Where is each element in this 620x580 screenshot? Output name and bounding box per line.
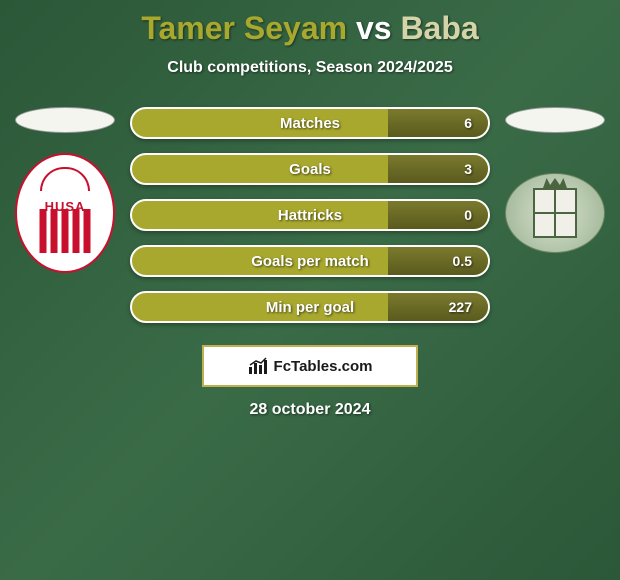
stat-label: Goals per match xyxy=(251,253,369,270)
vs-text: vs xyxy=(356,10,392,46)
stat-label: Matches xyxy=(280,115,340,132)
stat-bar: Hattricks 0 xyxy=(130,199,490,231)
stat-label: Min per goal xyxy=(266,299,354,316)
club1-badge: HUSA xyxy=(15,153,115,273)
stat-fill xyxy=(388,247,488,275)
page-title: Tamer Seyam vs Baba xyxy=(0,10,620,47)
stat-fill xyxy=(388,155,488,183)
stat-fill xyxy=(388,293,488,321)
stat-fill xyxy=(388,109,488,137)
stat-label: Goals xyxy=(289,161,331,178)
club2-crest-icon xyxy=(505,173,605,253)
bar-chart-icon xyxy=(248,357,270,375)
stat-label: Hattricks xyxy=(278,207,342,224)
player1-column: HUSA xyxy=(10,107,120,273)
stat-value-right: 0 xyxy=(464,207,472,223)
club2-badge xyxy=(505,153,605,273)
stat-fill xyxy=(388,201,488,229)
stat-value-right: 3 xyxy=(464,161,472,177)
player2-column xyxy=(500,107,610,273)
subtitle: Club competitions, Season 2024/2025 xyxy=(0,59,620,77)
brand-box[interactable]: FcTables.com xyxy=(202,345,418,387)
player2-photo-placeholder xyxy=(505,107,605,133)
main-row: HUSA Matches 6 Goals 3 Hattricks 0 Goals per m… xyxy=(0,107,620,323)
player2-name: Baba xyxy=(400,10,478,46)
brand-text: FcTables.com xyxy=(274,358,373,375)
player1-photo-placeholder xyxy=(15,107,115,133)
stat-bar: Matches 6 xyxy=(130,107,490,139)
stat-value-right: 227 xyxy=(449,299,472,315)
stat-bar: Goals 3 xyxy=(130,153,490,185)
husa-crest-icon: HUSA xyxy=(15,153,115,273)
stat-bar: Goals per match 0.5 xyxy=(130,245,490,277)
stat-value-right: 0.5 xyxy=(453,253,472,269)
date-text: 28 october 2024 xyxy=(0,401,620,419)
comparison-card: Tamer Seyam vs Baba Club competitions, S… xyxy=(0,0,620,419)
stats-column: Matches 6 Goals 3 Hattricks 0 Goals per match 0… xyxy=(130,107,490,323)
player1-name: Tamer Seyam xyxy=(141,10,347,46)
stat-value-right: 6 xyxy=(464,115,472,131)
stat-bar: Min per goal 227 xyxy=(130,291,490,323)
